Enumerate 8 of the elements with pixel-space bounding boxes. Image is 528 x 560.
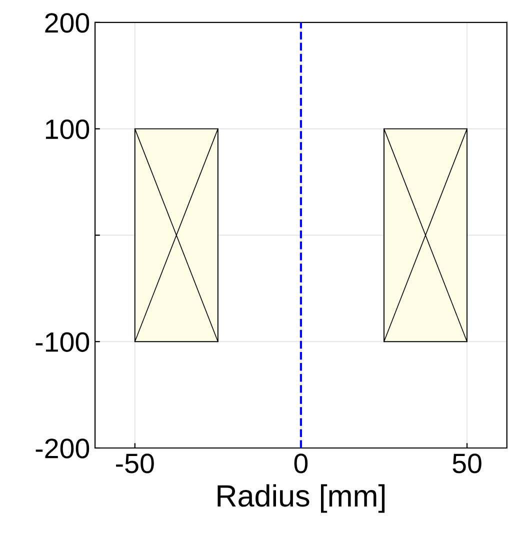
y-tick-label: -200 [36,438,90,458]
x-tick-label: 50 [452,454,482,474]
y-tick-label: -100 [36,332,90,352]
y-tick-label: 200 [45,13,90,33]
x-tick-label: -50 [116,454,154,474]
x-tick-label: 0 [294,454,308,474]
y-tick-label: 100 [46,119,90,140]
x-axis-title: Radius [mm] [218,484,385,513]
